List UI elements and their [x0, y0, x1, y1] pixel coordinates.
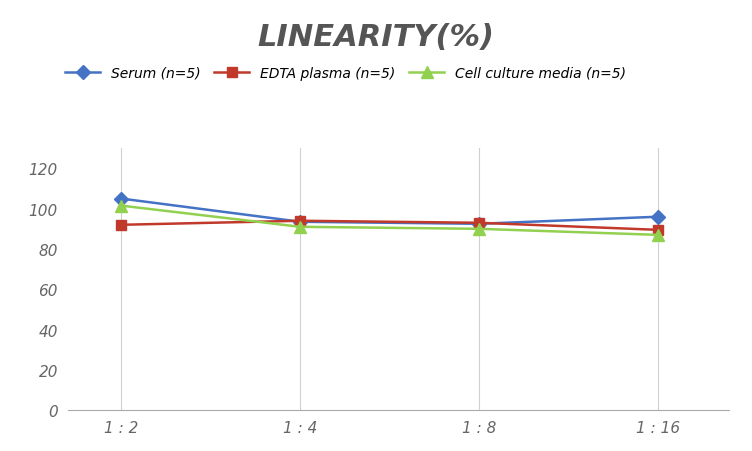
EDTA plasma (n=5): [296, 219, 305, 224]
Legend: Serum (n=5), EDTA plasma (n=5), Cell culture media (n=5): Serum (n=5), EDTA plasma (n=5), Cell cul…: [59, 61, 632, 86]
Serum (n=5): [117, 197, 126, 202]
Serum (n=5): [296, 220, 305, 225]
EDTA plasma (n=5): [475, 221, 484, 226]
Cell culture media (n=5): [117, 203, 126, 209]
Cell culture media (n=5): [653, 233, 663, 238]
Cell culture media (n=5): [296, 225, 305, 230]
EDTA plasma (n=5): [117, 223, 126, 228]
Line: Cell culture media (n=5): Cell culture media (n=5): [116, 201, 663, 241]
EDTA plasma (n=5): [653, 228, 663, 233]
Text: LINEARITY(%): LINEARITY(%): [257, 23, 495, 51]
Line: EDTA plasma (n=5): EDTA plasma (n=5): [117, 216, 663, 235]
Serum (n=5): [475, 221, 484, 227]
Serum (n=5): [653, 215, 663, 220]
Cell culture media (n=5): [475, 226, 484, 232]
Line: Serum (n=5): Serum (n=5): [117, 194, 663, 229]
